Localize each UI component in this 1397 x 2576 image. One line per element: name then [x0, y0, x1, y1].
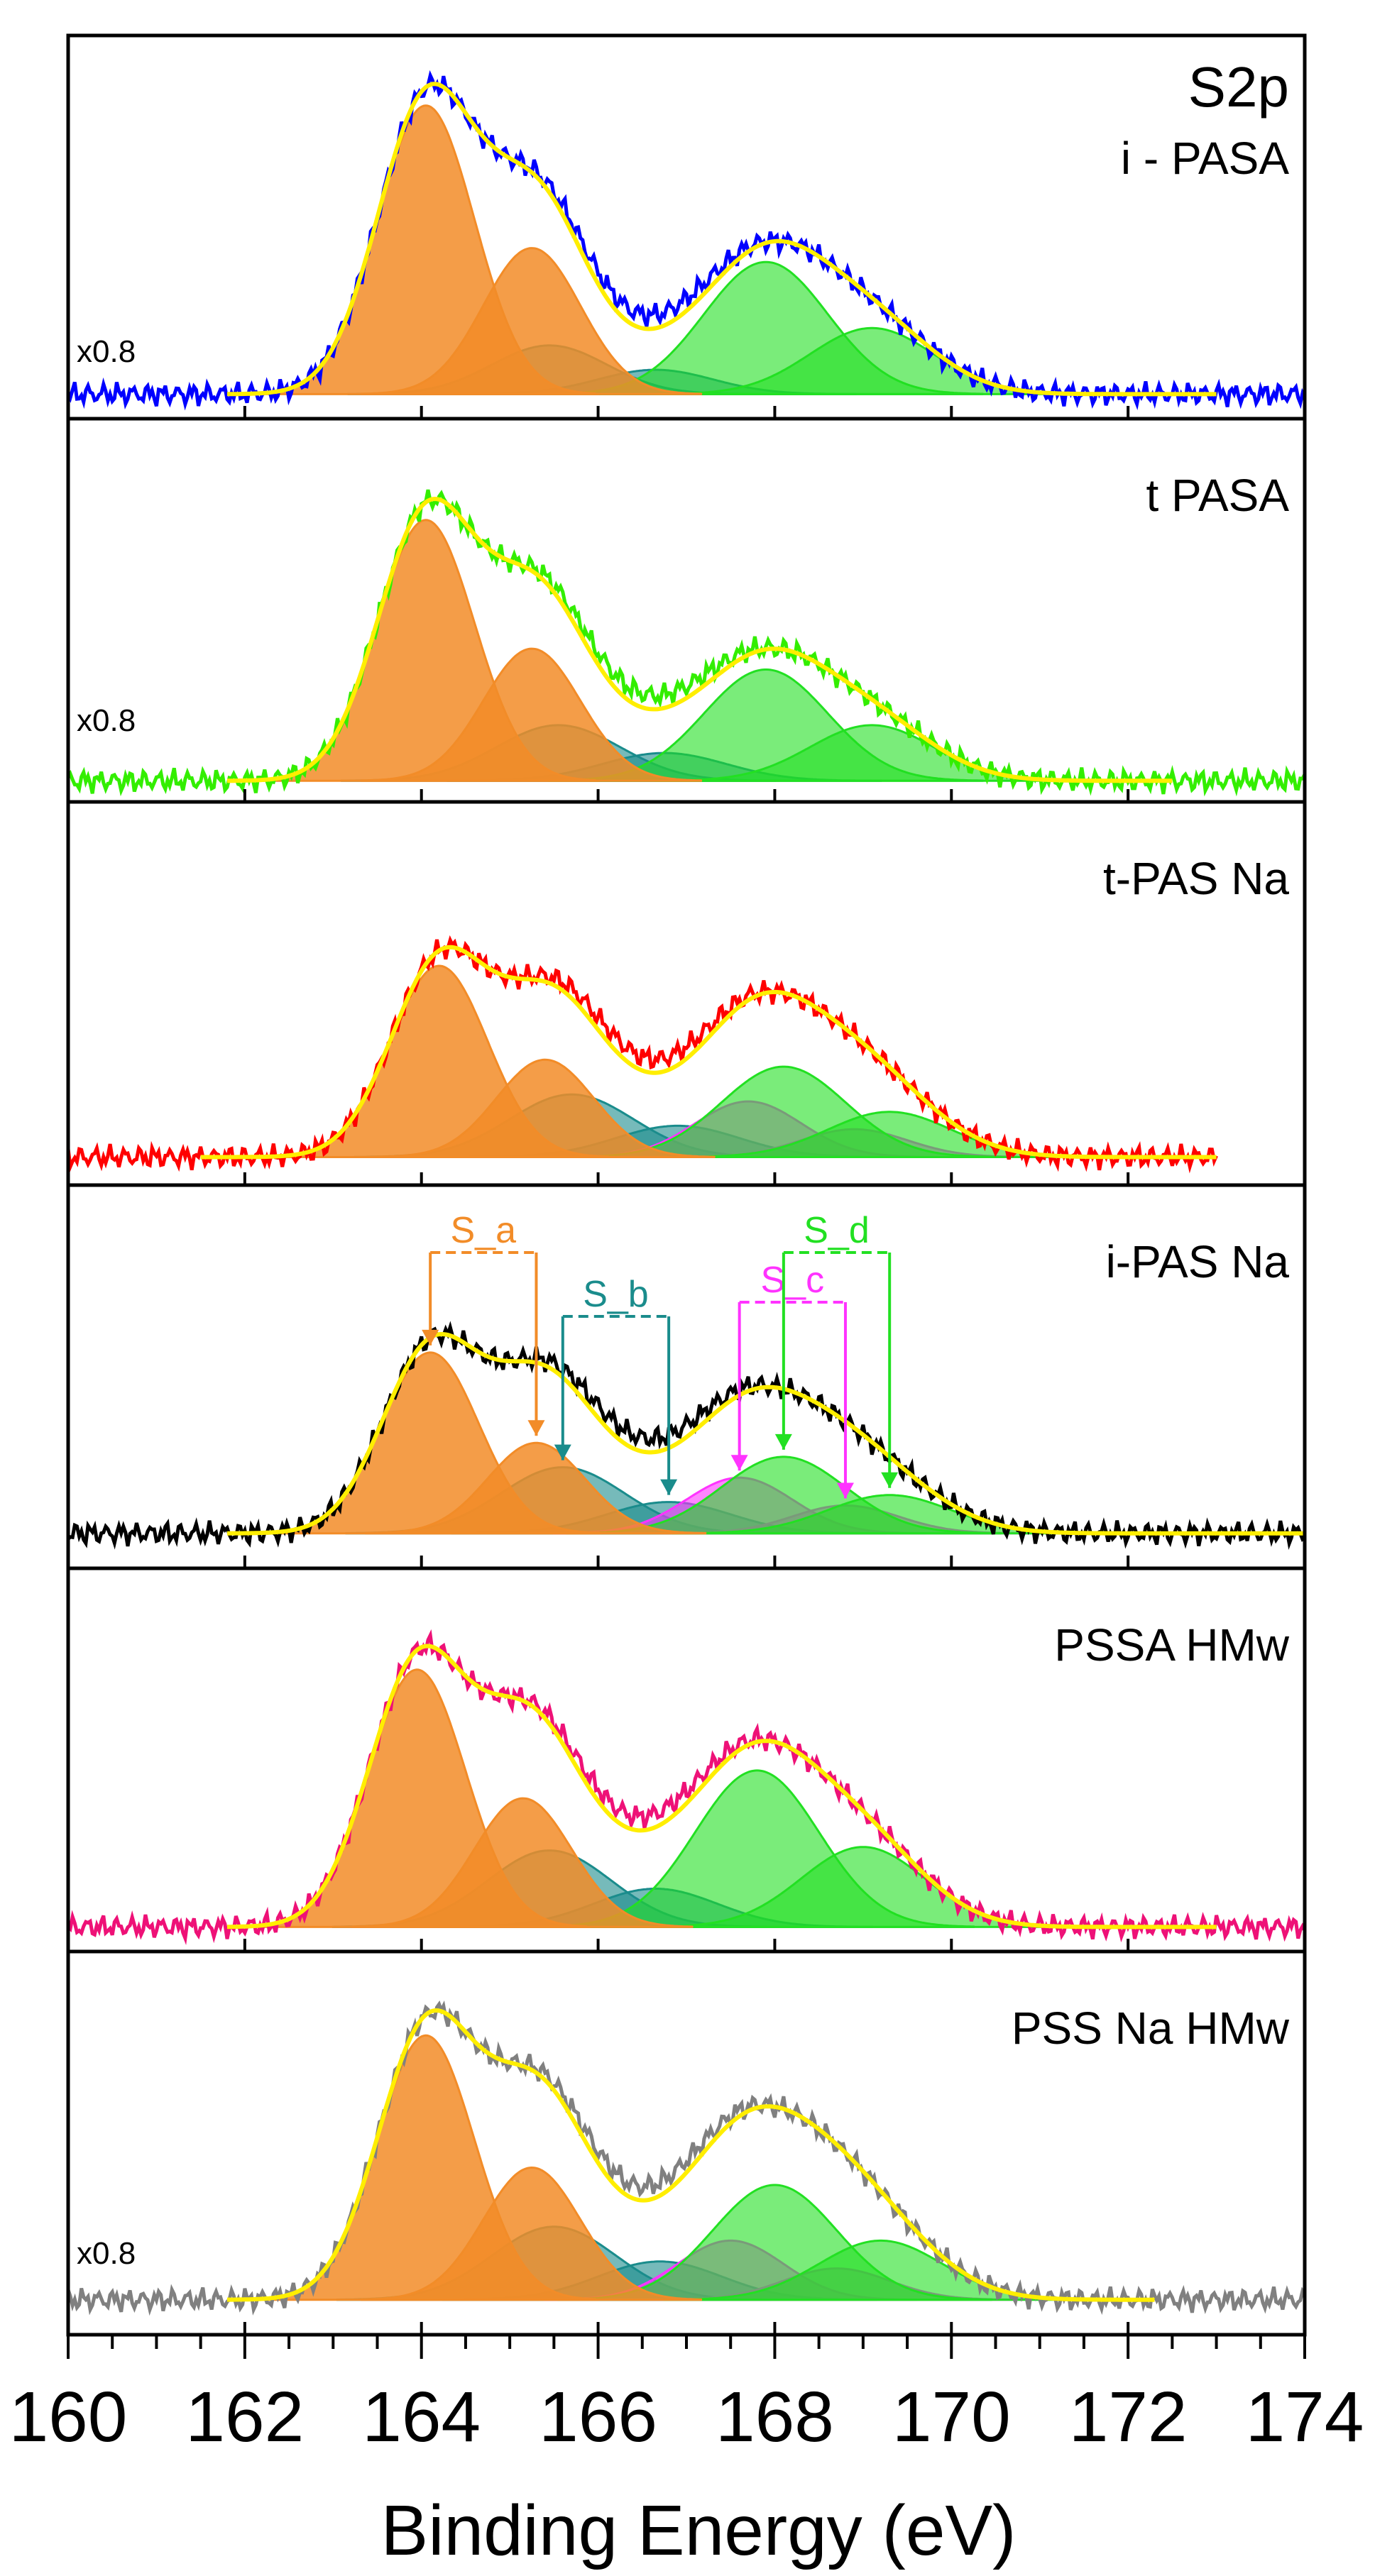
component-peak-sa-8 [365, 1441, 707, 1535]
x-tick-label: 172 [1069, 2377, 1188, 2457]
experimental-data-line [66, 935, 1218, 1174]
component-peak-sa-8 [361, 2166, 703, 2301]
scale-factor-label: x0.8 [77, 334, 136, 369]
annotation-label-sb: S_b [583, 1274, 649, 1315]
sample-label: PSS Na HMw [1012, 2003, 1290, 2054]
arrow-head [881, 1472, 899, 1488]
arrow-head [836, 1482, 854, 1499]
x-tick-label: 164 [362, 2377, 481, 2457]
component-peak-sa-6 [361, 647, 703, 782]
fit-envelope-line [227, 82, 1217, 397]
arrow-head [422, 1329, 439, 1345]
x-tick-label: 168 [716, 2377, 834, 2457]
sample-label: i - PASA [1121, 133, 1289, 184]
panels-layer: S2p i - PASA x0.8 t PASA x0.8 t-PAS Na i-PAS N… [66, 33, 1307, 2337]
panel-5: PSSA HMw [66, 1566, 1307, 1954]
x-tick-label: 162 [185, 2377, 304, 2457]
arrow-head [660, 1479, 678, 1495]
arrow-head [774, 1433, 792, 1450]
component-peak-sa-8 [373, 1058, 716, 1158]
x-tick-label: 174 [1246, 2377, 1364, 2457]
fit-envelope-line [200, 945, 1217, 1160]
scale-factor-label: x0.8 [77, 703, 136, 738]
annotation-label-sa: S_a [451, 1210, 517, 1251]
panel-3: t-PAS Na [66, 800, 1307, 1187]
panel-4: i-PAS Na S_a S_b S_c S_d [66, 1183, 1307, 1570]
panel-1: S2p i - PASA x0.8 [66, 33, 1307, 421]
experimental-data-line [66, 70, 1307, 411]
arrow-head [730, 1455, 748, 1471]
annotation-label-sc: S_c [761, 1260, 825, 1301]
x-tick-label: 166 [539, 2377, 657, 2457]
arrow-head [527, 1420, 545, 1436]
annotation-label-sd: S_d [804, 1210, 870, 1251]
component-peak-sa-6 [361, 247, 703, 395]
fit-envelope-line [227, 2008, 1155, 2302]
x-tick-label: 160 [9, 2377, 128, 2457]
fit-envelope-line [227, 1331, 1305, 1536]
panel-2: t PASA x0.8 [66, 417, 1307, 804]
sample-label: t PASA [1146, 470, 1289, 521]
x-axis: 160 162 164 166 168 170 172 174 [9, 2335, 1364, 2457]
x-tick-label: 170 [892, 2377, 1011, 2457]
sample-label: i-PAS Na [1106, 1236, 1290, 1287]
x-axis-title: Binding Energy (eV) [381, 2491, 1017, 2570]
panel-6: PSS Na HMw x0.8 [66, 1949, 1307, 2337]
fit-envelope-line [227, 1644, 1217, 1930]
scale-factor-label: x0.8 [77, 2236, 136, 2271]
region-label: S2p [1188, 55, 1289, 119]
component-peak-sa-6 [351, 1797, 694, 1928]
fit-envelope-line [227, 496, 1173, 783]
arrow-head [554, 1444, 571, 1460]
peak-annotations: S_a S_b S_c S_d [422, 1210, 899, 1499]
sample-label: PSSA HMw [1054, 1619, 1290, 1670]
experimental-data-line [67, 1629, 1307, 1945]
sample-label: t-PAS Na [1103, 853, 1289, 904]
